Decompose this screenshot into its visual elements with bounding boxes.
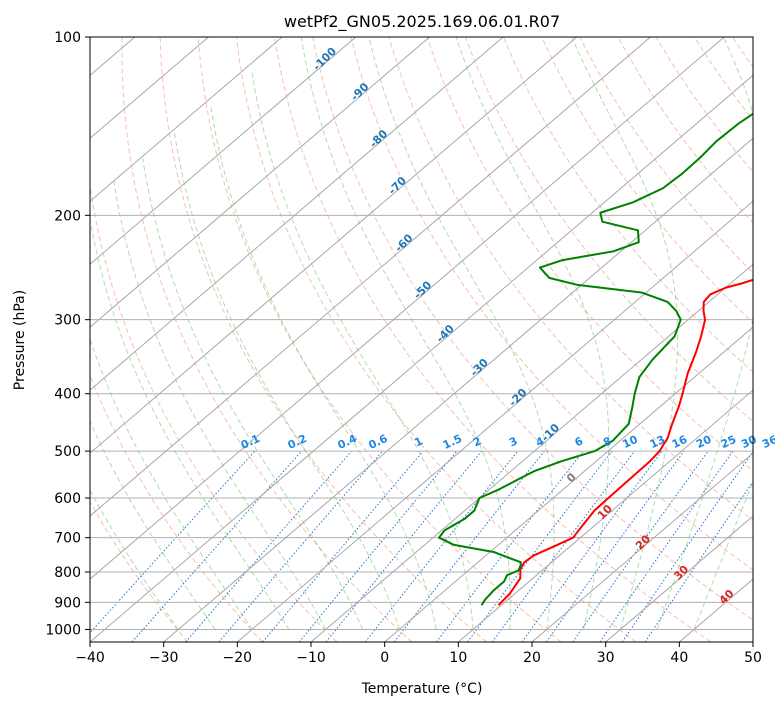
mixing-ratio-label: 16 (670, 433, 690, 451)
isotherm-label: -100 (310, 44, 339, 73)
x-tick-label: −10 (296, 650, 326, 666)
y-tick-label: 500 (54, 444, 81, 460)
mixing-ratio-label: 1.5 (441, 432, 464, 452)
mixing-ratio-label: 30 (739, 433, 759, 451)
x-tick-label: 50 (744, 650, 762, 666)
isotherm-line (0, 37, 356, 642)
isotherm-line (0, 37, 209, 642)
dry-adiabat (771, 37, 775, 642)
line-labels: -100-90-80-70-60-50-40-30-20-10010203040… (239, 44, 775, 607)
isotherm-label: -40 (434, 322, 457, 345)
mixing-ratio-label: 0.6 (366, 432, 389, 452)
moist-adiabat (174, 133, 399, 630)
isotherm-line (0, 37, 61, 642)
moist-adiabat (63, 228, 252, 630)
x-tick-label: −20 (223, 650, 253, 666)
mixing-ratio-line (219, 451, 383, 642)
chart-title: wetPf2_GN05.2025.169.06.01.R07 (284, 12, 560, 32)
x-tick-label: −30 (149, 650, 179, 666)
reference-lines (0, 37, 775, 642)
isotherm-label: -60 (392, 231, 415, 254)
y-tick-label: 1000 (45, 622, 81, 638)
mixing-ratio-line (468, 451, 612, 642)
mixing-ratio-label: 10 (620, 433, 640, 451)
mixing-ratio-line (186, 451, 352, 642)
y-tick-label: 100 (54, 30, 81, 46)
mixing-ratio-label: 13 (648, 433, 667, 451)
mixing-ratio-line (365, 451, 518, 642)
x-tick-label: 10 (449, 650, 467, 666)
isotherm-line (606, 37, 775, 642)
isotherm-line (0, 37, 282, 642)
x-tick-label: 0 (380, 650, 389, 666)
y-tick-label: 900 (54, 595, 81, 611)
x-tick-label: −40 (75, 650, 105, 666)
mixing-ratio-label: 36 (760, 433, 775, 451)
mixing-ratio-label: 0.4 (336, 432, 359, 452)
x-tick-label: 20 (523, 650, 541, 666)
y-tick-label: 800 (54, 565, 81, 581)
mixing-ratio-label: 2 (471, 434, 483, 449)
isotherm-label: -30 (468, 356, 491, 379)
x-axis-label: Temperature (°C) (361, 681, 483, 697)
isotherm-label: 10 (595, 502, 615, 522)
y-tick-label: 700 (54, 531, 81, 547)
y-tick-label: 400 (54, 387, 81, 403)
isotherm-label: -90 (348, 80, 371, 103)
x-tick-label: 40 (670, 650, 688, 666)
isotherm-line (753, 37, 775, 642)
mixing-ratio-label: 0.2 (286, 432, 309, 452)
dry-adiabat (122, 37, 412, 642)
isotherm-label: 20 (633, 532, 653, 552)
mixing-ratio-label: 6 (573, 434, 586, 449)
dry-adiabat (465, 37, 775, 642)
y-tick-label: 300 (54, 313, 81, 329)
isotherm-label: -70 (386, 174, 409, 197)
temperature-profile-line (498, 37, 775, 605)
mixing-ratio-label: 3 (507, 434, 519, 449)
y-tick-label: 200 (54, 208, 81, 224)
dry-adiabat (656, 37, 775, 642)
mixing-ratio-line (394, 451, 544, 642)
moist-adiabat (252, 73, 473, 629)
isotherm-label: -20 (506, 386, 529, 409)
mixing-ratio-line (645, 451, 774, 642)
isotherm-line (16, 37, 724, 642)
y-tick-label: 600 (54, 491, 81, 507)
moist-adiabat (369, 37, 554, 629)
mixing-ratio-line (263, 451, 423, 642)
isotherm-line (0, 37, 651, 642)
isotherm-label: -80 (367, 127, 390, 150)
x-tick-label: 30 (597, 650, 615, 666)
isotherm-line (0, 37, 503, 642)
moist-adiabat (301, 37, 510, 629)
moist-adiabat (572, 37, 678, 629)
isotherm-label: -50 (411, 278, 434, 301)
dry-adiabat (42, 37, 263, 642)
isotherm-label: 40 (717, 587, 737, 607)
mixing-ratio-line (82, 451, 255, 642)
moist-adiabat (456, 37, 609, 629)
mixing-ratio-line (492, 451, 634, 642)
dry-adiabat (83, 37, 337, 642)
dry-adiabat (542, 37, 775, 642)
dry-adiabat (427, 37, 775, 642)
dry-adiabat (0, 37, 188, 642)
y-axis-label: Pressure (hPa) (12, 290, 28, 390)
